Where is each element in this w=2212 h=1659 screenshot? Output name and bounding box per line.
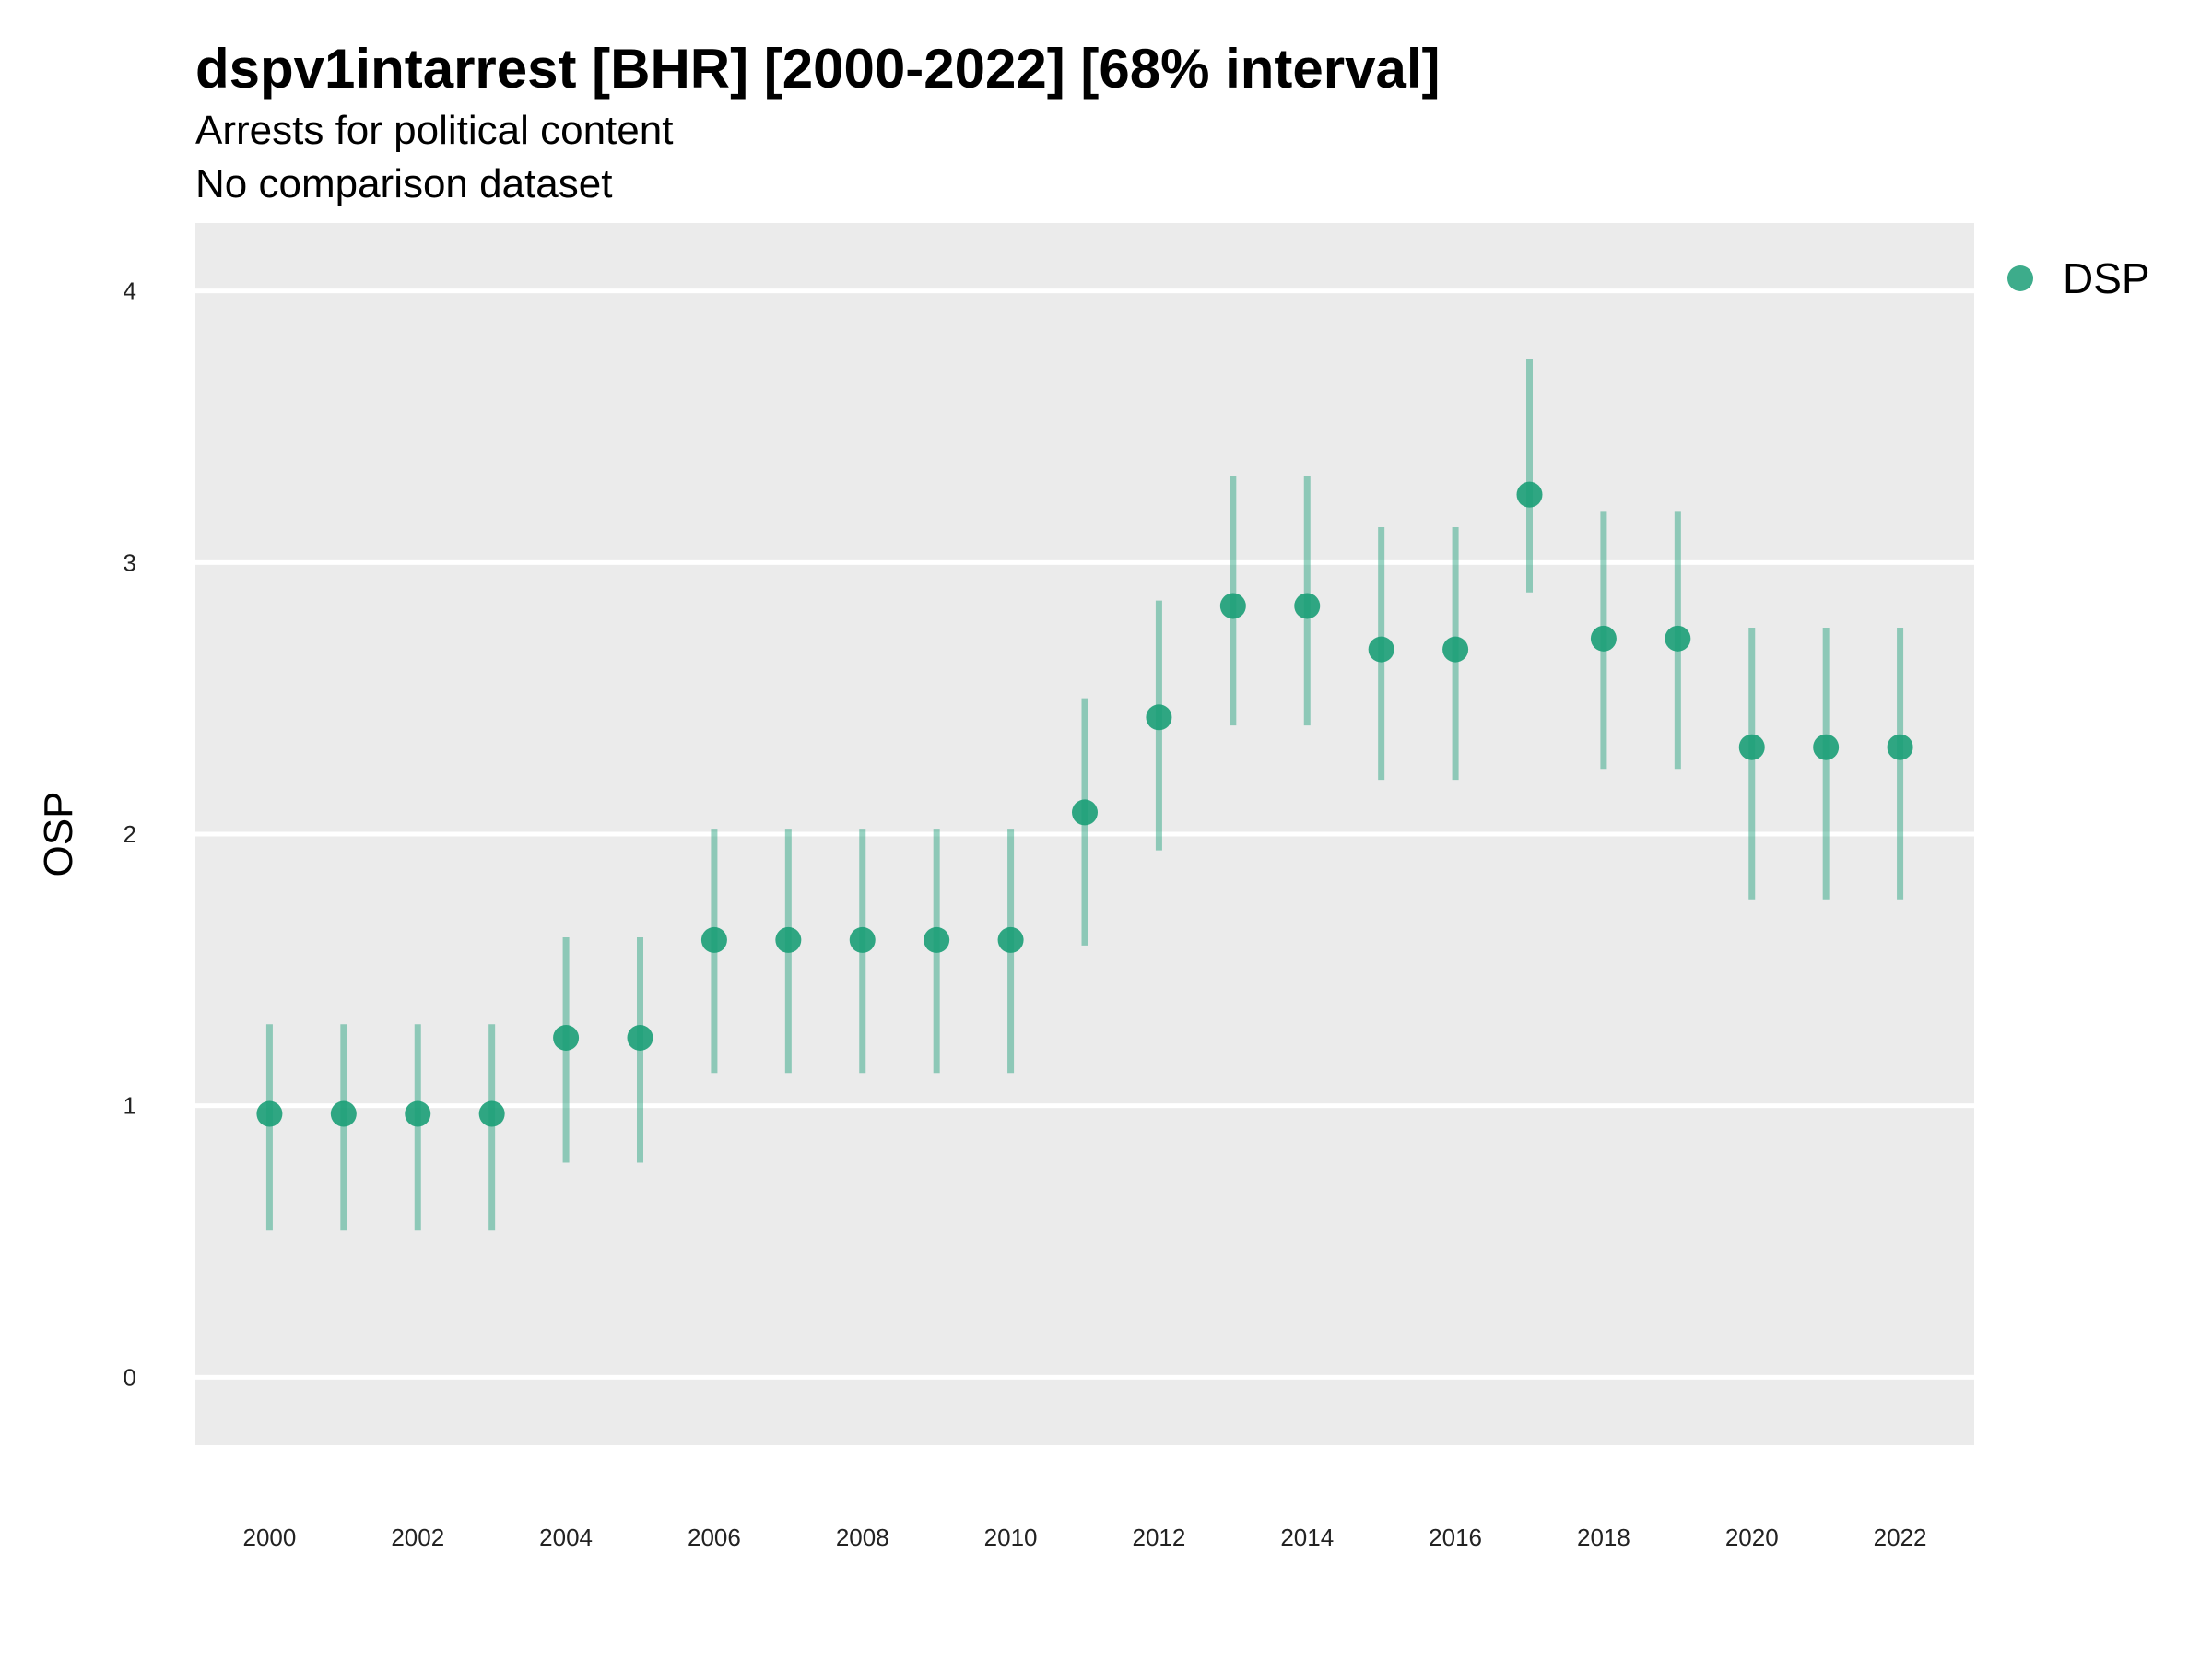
x-tick-label-2004: 2004 — [539, 1524, 593, 1551]
x-axis-ticks: 2000 2002 2004 2006 2008 2010 2012 2014 2016 2018… — [242, 1524, 1926, 1551]
chart-subtitle-2: No comparison dataset — [195, 161, 612, 206]
legend-label-dsp: DSP — [2063, 254, 2150, 302]
point-2009 — [924, 926, 950, 953]
point-2020 — [1738, 734, 1765, 760]
x-tick-label-2008: 2008 — [836, 1524, 889, 1551]
x-tick-label-2012: 2012 — [1132, 1524, 1185, 1551]
x-tick-label-2000: 2000 — [242, 1524, 296, 1551]
point-2022 — [1887, 734, 1913, 760]
legend: DSP — [2007, 254, 2150, 302]
point-2003 — [478, 1100, 505, 1127]
x-tick-label-2022: 2022 — [1874, 1524, 1927, 1551]
y-tick-label-2: 2 — [124, 820, 136, 848]
point-2010 — [997, 926, 1024, 953]
x-tick-label-2018: 2018 — [1577, 1524, 1630, 1551]
point-2007 — [775, 926, 802, 953]
point-2001 — [330, 1100, 357, 1127]
y-tick-label-4: 4 — [124, 277, 136, 305]
y-axis-title: OSP — [36, 792, 81, 877]
point-2017 — [1516, 481, 1543, 508]
point-2013 — [1219, 593, 1246, 619]
data-points — [256, 481, 1913, 1127]
point-2016 — [1442, 636, 1469, 663]
point-2014 — [1294, 593, 1321, 619]
y-tick-label-1: 1 — [124, 1092, 136, 1120]
chart-subtitle: Arrests for political content — [195, 108, 673, 153]
y-tick-label-3: 3 — [124, 548, 136, 576]
point-2019 — [1665, 625, 1691, 652]
x-tick-label-2002: 2002 — [391, 1524, 444, 1551]
chart-title: dspv1intarrest [BHR] [2000-2022] [68% in… — [195, 38, 1441, 100]
y-axis-ticks: 0 1 2 3 4 — [124, 277, 136, 1392]
point-2018 — [1590, 625, 1617, 652]
point-2015 — [1368, 636, 1394, 663]
point-2006 — [700, 926, 727, 953]
point-2005 — [627, 1025, 653, 1051]
x-tick-label-2016: 2016 — [1429, 1524, 1482, 1551]
point-2011 — [1072, 799, 1098, 826]
x-tick-label-2010: 2010 — [984, 1524, 1038, 1551]
x-tick-label-2006: 2006 — [688, 1524, 741, 1551]
point-2012 — [1146, 704, 1172, 731]
point-2000 — [256, 1100, 283, 1127]
y-tick-label-0: 0 — [124, 1363, 136, 1391]
point-2021 — [1813, 734, 1840, 760]
legend-key-dsp — [2007, 265, 2033, 291]
point-2004 — [553, 1025, 580, 1051]
x-tick-label-2014: 2014 — [1280, 1524, 1334, 1551]
point-2002 — [405, 1100, 431, 1127]
x-tick-label-2020: 2020 — [1725, 1524, 1779, 1551]
point-2008 — [849, 926, 876, 953]
